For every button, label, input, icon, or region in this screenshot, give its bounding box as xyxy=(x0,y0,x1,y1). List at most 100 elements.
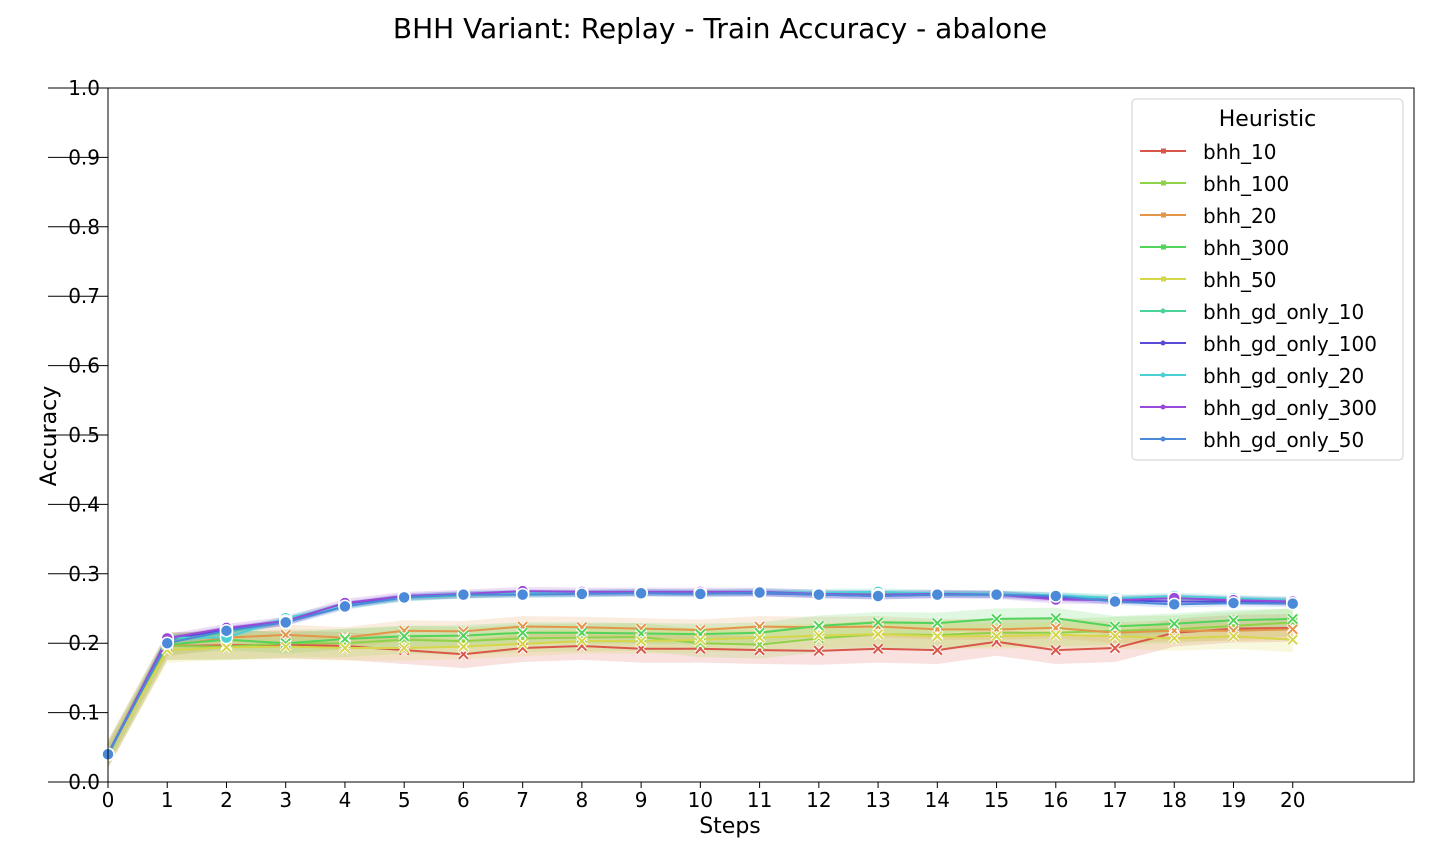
point-bhh_gd_only_50 xyxy=(1226,596,1241,610)
x-tick-label: 17 xyxy=(1102,788,1127,812)
y-tick-label: 0.7 xyxy=(68,284,100,308)
point-bhh_300 xyxy=(398,630,411,643)
legend-label: bhh_20 xyxy=(1203,204,1277,228)
y-tick-label: 0.2 xyxy=(68,631,100,655)
x-tick-label: 18 xyxy=(1162,788,1187,812)
legend-label: bhh_gd_only_300 xyxy=(1203,396,1377,420)
point-bhh_300 xyxy=(931,617,944,629)
point-bhh_50 xyxy=(516,637,529,650)
x-tick-label: 0 xyxy=(102,788,115,812)
legend-label: bhh_gd_only_100 xyxy=(1203,332,1377,356)
y-tick-label: 0.5 xyxy=(68,423,100,447)
legend-item-bhh_50: bhh_50 xyxy=(1140,268,1277,292)
point-bhh_gd_only_50 xyxy=(575,587,589,601)
legend-item-bhh_gd_only_300: bhh_gd_only_300 xyxy=(1140,396,1377,420)
x-tick-label: 5 xyxy=(398,788,411,812)
point-bhh_gd_only_50 xyxy=(397,590,411,605)
point-bhh_10 xyxy=(931,644,944,657)
legend-label: bhh_300 xyxy=(1203,236,1289,260)
y-axis-label: Accuracy xyxy=(37,386,62,486)
x-tick-label: 11 xyxy=(747,788,772,812)
point-bhh_gd_only_50 xyxy=(693,587,708,601)
x-tick-label: 12 xyxy=(806,788,831,812)
point-bhh_gd_only_50 xyxy=(456,587,471,602)
x-tick-label: 1 xyxy=(161,788,174,812)
x-tick-label: 8 xyxy=(576,788,589,812)
y-tick-label: 0.9 xyxy=(68,145,100,169)
point-bhh_50 xyxy=(575,635,588,648)
point-bhh_300 xyxy=(872,616,884,629)
point-bhh_gd_only_50 xyxy=(1108,594,1122,609)
point-bhh_50 xyxy=(279,640,292,653)
x-tick-label: 13 xyxy=(865,788,890,812)
x-tick-label: 7 xyxy=(516,788,529,812)
point-bhh_50 xyxy=(457,640,470,653)
point-bhh_gd_only_50 xyxy=(812,587,826,602)
series-markers xyxy=(101,584,1300,761)
legend-item-bhh_20: bhh_20 xyxy=(1140,204,1277,228)
point-bhh_50 xyxy=(1286,633,1299,646)
point-bhh_50 xyxy=(220,641,233,654)
legend-item-bhh_gd_only_50: bhh_gd_only_50 xyxy=(1140,428,1364,452)
y-tick-label: 0.6 xyxy=(68,354,100,378)
point-bhh_gd_only_50 xyxy=(219,623,234,638)
x-tick-label: 10 xyxy=(688,788,713,812)
x-axis: 0 1 2 3 4 5 6 7 8 9 10 11 12 13 14 15 16 17 18 19 20 xyxy=(102,782,1305,812)
point-bhh_gd_only_50 xyxy=(752,585,767,600)
legend: Heuristic bhh_10 bhh_100 bhh_20 bhh_300 bhh_5… xyxy=(1131,98,1404,461)
point-bhh_10 xyxy=(812,644,825,657)
point-bhh_300 xyxy=(1109,620,1121,633)
legend-label: bhh_10 xyxy=(1203,140,1277,164)
y-axis: 0.0 0.1 0.2 0.3 0.4 0.5 0.6 0.7 0.8 0.9 1.0 xyxy=(48,76,108,794)
point-bhh_gd_only_50 xyxy=(338,599,352,614)
chart-title: BHH Variant: Replay - Train Accuracy - a… xyxy=(393,12,1047,45)
point-bhh_300 xyxy=(812,619,825,632)
point-bhh_gd_only_50 xyxy=(930,587,945,602)
legend-item-bhh_gd_only_20: bhh_gd_only_20 xyxy=(1140,364,1364,388)
point-bhh_gd_only_50 xyxy=(1167,597,1182,612)
x-tick-label: 9 xyxy=(635,788,648,812)
point-bhh_gd_only_50 xyxy=(634,586,648,600)
point-bhh_gd_only_50 xyxy=(1049,589,1063,603)
y-tick-label: 0.4 xyxy=(68,492,100,516)
legend-label: bhh_gd_only_10 xyxy=(1203,300,1364,324)
y-tick-label: 0.1 xyxy=(68,701,100,725)
point-bhh_50 xyxy=(931,630,944,643)
point-bhh_10 xyxy=(1049,644,1062,657)
point-bhh_gd_only_50 xyxy=(278,615,293,630)
x-tick-label: 19 xyxy=(1221,788,1246,812)
point-bhh_50 xyxy=(1227,630,1240,643)
legend-box xyxy=(1131,98,1404,461)
x-tick-label: 14 xyxy=(925,788,950,812)
point-bhh_20 xyxy=(1286,623,1299,636)
legend-item-bhh_gd_only_10: bhh_gd_only_10 xyxy=(1140,300,1364,324)
legend-label: bhh_gd_only_20 xyxy=(1203,364,1364,388)
x-tick-label: 4 xyxy=(339,788,352,812)
point-bhh_300 xyxy=(339,633,351,645)
x-axis-label: Steps xyxy=(699,814,761,839)
point-bhh_gd_only_50 xyxy=(871,589,885,603)
point-bhh_10 xyxy=(1109,642,1121,654)
x-tick-label: 20 xyxy=(1280,788,1305,812)
point-bhh_300 xyxy=(1227,614,1240,627)
point-bhh_50 xyxy=(1168,632,1181,645)
point-bhh_50 xyxy=(398,642,411,654)
x-tick-label: 6 xyxy=(457,788,470,812)
point-bhh_300 xyxy=(457,629,470,642)
point-bhh_300 xyxy=(1049,612,1062,625)
point-bhh_300 xyxy=(1286,612,1299,625)
legend-item-bhh_100: bhh_100 xyxy=(1140,172,1289,196)
point-bhh_50 xyxy=(635,635,648,648)
y-tick-label: 0.0 xyxy=(68,770,100,794)
point-bhh_50 xyxy=(339,642,351,654)
point-bhh_300 xyxy=(1168,617,1181,630)
point-bhh_10 xyxy=(872,642,884,655)
x-tick-label: 2 xyxy=(220,788,233,812)
legend-label: bhh_100 xyxy=(1203,172,1289,196)
x-tick-label: 3 xyxy=(279,788,292,812)
band-bhh_50 xyxy=(108,621,1293,767)
legend-item-bhh_10: bhh_10 xyxy=(1140,140,1277,164)
point-bhh_50 xyxy=(753,631,766,644)
point-bhh_50 xyxy=(1109,630,1121,643)
